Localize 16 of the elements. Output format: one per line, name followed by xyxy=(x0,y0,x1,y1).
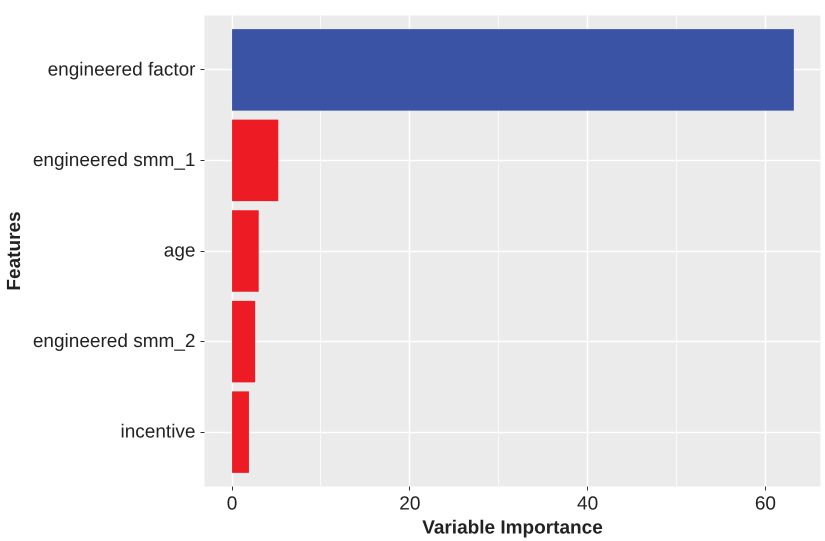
bar xyxy=(232,391,249,473)
y-tick-label: engineered smm_2 xyxy=(32,331,196,352)
y-tick-label: engineered factor xyxy=(48,59,196,80)
y-tick-label: engineered smm_1 xyxy=(32,150,196,171)
bar xyxy=(232,29,794,111)
x-tick-label: 0 xyxy=(226,494,238,514)
x-tick-label: 20 xyxy=(399,494,420,514)
bar xyxy=(232,210,259,292)
y-axis-title: Features xyxy=(4,211,25,291)
bar xyxy=(232,300,256,382)
x-tick-label: 60 xyxy=(754,494,776,514)
x-axis-title: Variable Importance xyxy=(422,518,603,538)
bar xyxy=(232,120,278,202)
y-tick-label: age xyxy=(164,240,196,262)
y-tick-label: incentive xyxy=(120,422,196,443)
x-tick-label: 40 xyxy=(577,494,598,514)
